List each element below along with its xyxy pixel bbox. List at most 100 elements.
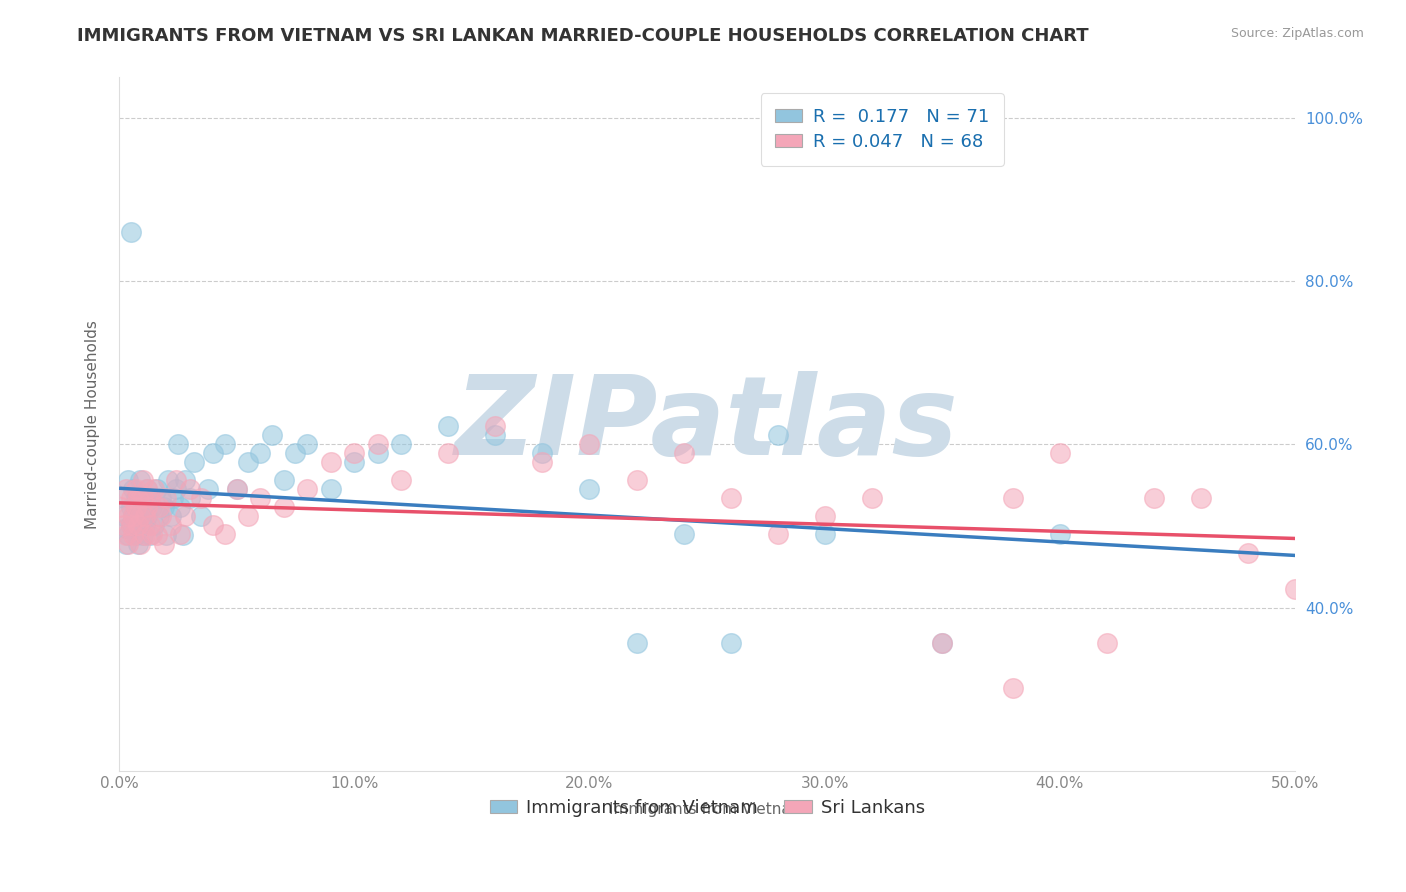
Point xyxy=(120,491,142,506)
Point xyxy=(124,528,146,542)
Point xyxy=(672,445,695,459)
Point xyxy=(531,445,554,459)
Point xyxy=(197,483,219,497)
Point xyxy=(1189,491,1212,506)
Point xyxy=(129,537,152,551)
Point xyxy=(141,527,163,541)
Point xyxy=(931,636,953,650)
Point xyxy=(127,491,149,506)
Point xyxy=(152,500,174,515)
Point xyxy=(249,445,271,459)
Point xyxy=(273,473,295,487)
Point xyxy=(122,509,145,524)
Point xyxy=(134,500,156,515)
Point xyxy=(1049,445,1071,459)
Point xyxy=(484,418,506,433)
Point xyxy=(127,537,149,551)
Point xyxy=(225,483,247,497)
Point xyxy=(165,473,187,487)
Point xyxy=(214,527,236,541)
Text: IMMIGRANTS FROM VIETNAM VS SRI LANKAN MARRIED-COUPLE HOUSEHOLDS CORRELATION CHAR: IMMIGRANTS FROM VIETNAM VS SRI LANKAN MA… xyxy=(77,27,1090,45)
Point xyxy=(124,491,146,506)
Point xyxy=(159,518,181,533)
Point xyxy=(136,483,159,497)
Point xyxy=(1143,491,1166,506)
Point xyxy=(136,500,159,515)
Point xyxy=(238,509,260,524)
Point xyxy=(720,491,742,506)
Point xyxy=(931,636,953,650)
Point xyxy=(138,518,160,533)
Point xyxy=(110,491,132,505)
Point xyxy=(124,500,146,515)
Point xyxy=(145,528,167,542)
Point xyxy=(117,537,139,551)
Point xyxy=(136,483,159,497)
Point xyxy=(120,518,142,533)
Point xyxy=(169,500,191,515)
Point xyxy=(174,473,197,487)
Point xyxy=(319,483,342,497)
Point xyxy=(134,528,156,542)
Point xyxy=(174,509,197,524)
Point xyxy=(343,445,366,459)
Point xyxy=(143,518,166,533)
Point xyxy=(117,509,139,524)
Point xyxy=(141,500,163,515)
Point xyxy=(190,491,212,506)
Point xyxy=(136,509,159,524)
Point xyxy=(179,491,201,506)
Point xyxy=(115,483,138,497)
Point xyxy=(367,445,389,459)
Point xyxy=(183,455,205,469)
Point xyxy=(273,500,295,515)
Point xyxy=(120,500,142,515)
Point xyxy=(122,483,145,497)
Point xyxy=(145,483,167,497)
Point xyxy=(155,491,177,506)
Point xyxy=(162,491,184,506)
Point xyxy=(157,473,180,487)
Point xyxy=(531,455,554,469)
Point xyxy=(117,528,139,542)
Point xyxy=(626,473,648,487)
Point xyxy=(437,418,460,433)
Point xyxy=(437,445,460,459)
Legend: Immigrants from Vietnam, Sri Lankans: Immigrants from Vietnam, Sri Lankans xyxy=(482,791,932,824)
Point xyxy=(150,491,173,506)
Point xyxy=(150,509,173,524)
Point xyxy=(249,491,271,506)
Point xyxy=(1001,491,1024,506)
Point xyxy=(134,518,156,533)
Point xyxy=(225,483,247,497)
Point xyxy=(129,509,152,524)
Point xyxy=(389,473,412,487)
Point xyxy=(165,483,187,497)
Point xyxy=(131,473,153,487)
Point xyxy=(124,483,146,497)
Point xyxy=(672,527,695,541)
Point xyxy=(214,436,236,450)
Point xyxy=(484,427,506,442)
Point xyxy=(626,636,648,650)
Point xyxy=(1001,681,1024,696)
Point xyxy=(166,436,188,450)
Point xyxy=(129,509,152,524)
Point xyxy=(578,483,600,497)
Point xyxy=(814,527,837,541)
Point xyxy=(202,445,225,459)
Point xyxy=(202,518,225,533)
Point xyxy=(134,509,156,524)
Point xyxy=(190,509,212,524)
Point xyxy=(112,509,135,524)
Point xyxy=(122,509,145,524)
Point xyxy=(117,473,139,487)
Point xyxy=(120,518,142,533)
Point xyxy=(110,500,132,515)
Point xyxy=(138,528,160,542)
Point xyxy=(720,636,742,650)
Point xyxy=(814,509,837,524)
Text: ZIPatlas: ZIPatlas xyxy=(456,370,959,477)
Point xyxy=(115,528,138,542)
Point xyxy=(159,509,181,524)
